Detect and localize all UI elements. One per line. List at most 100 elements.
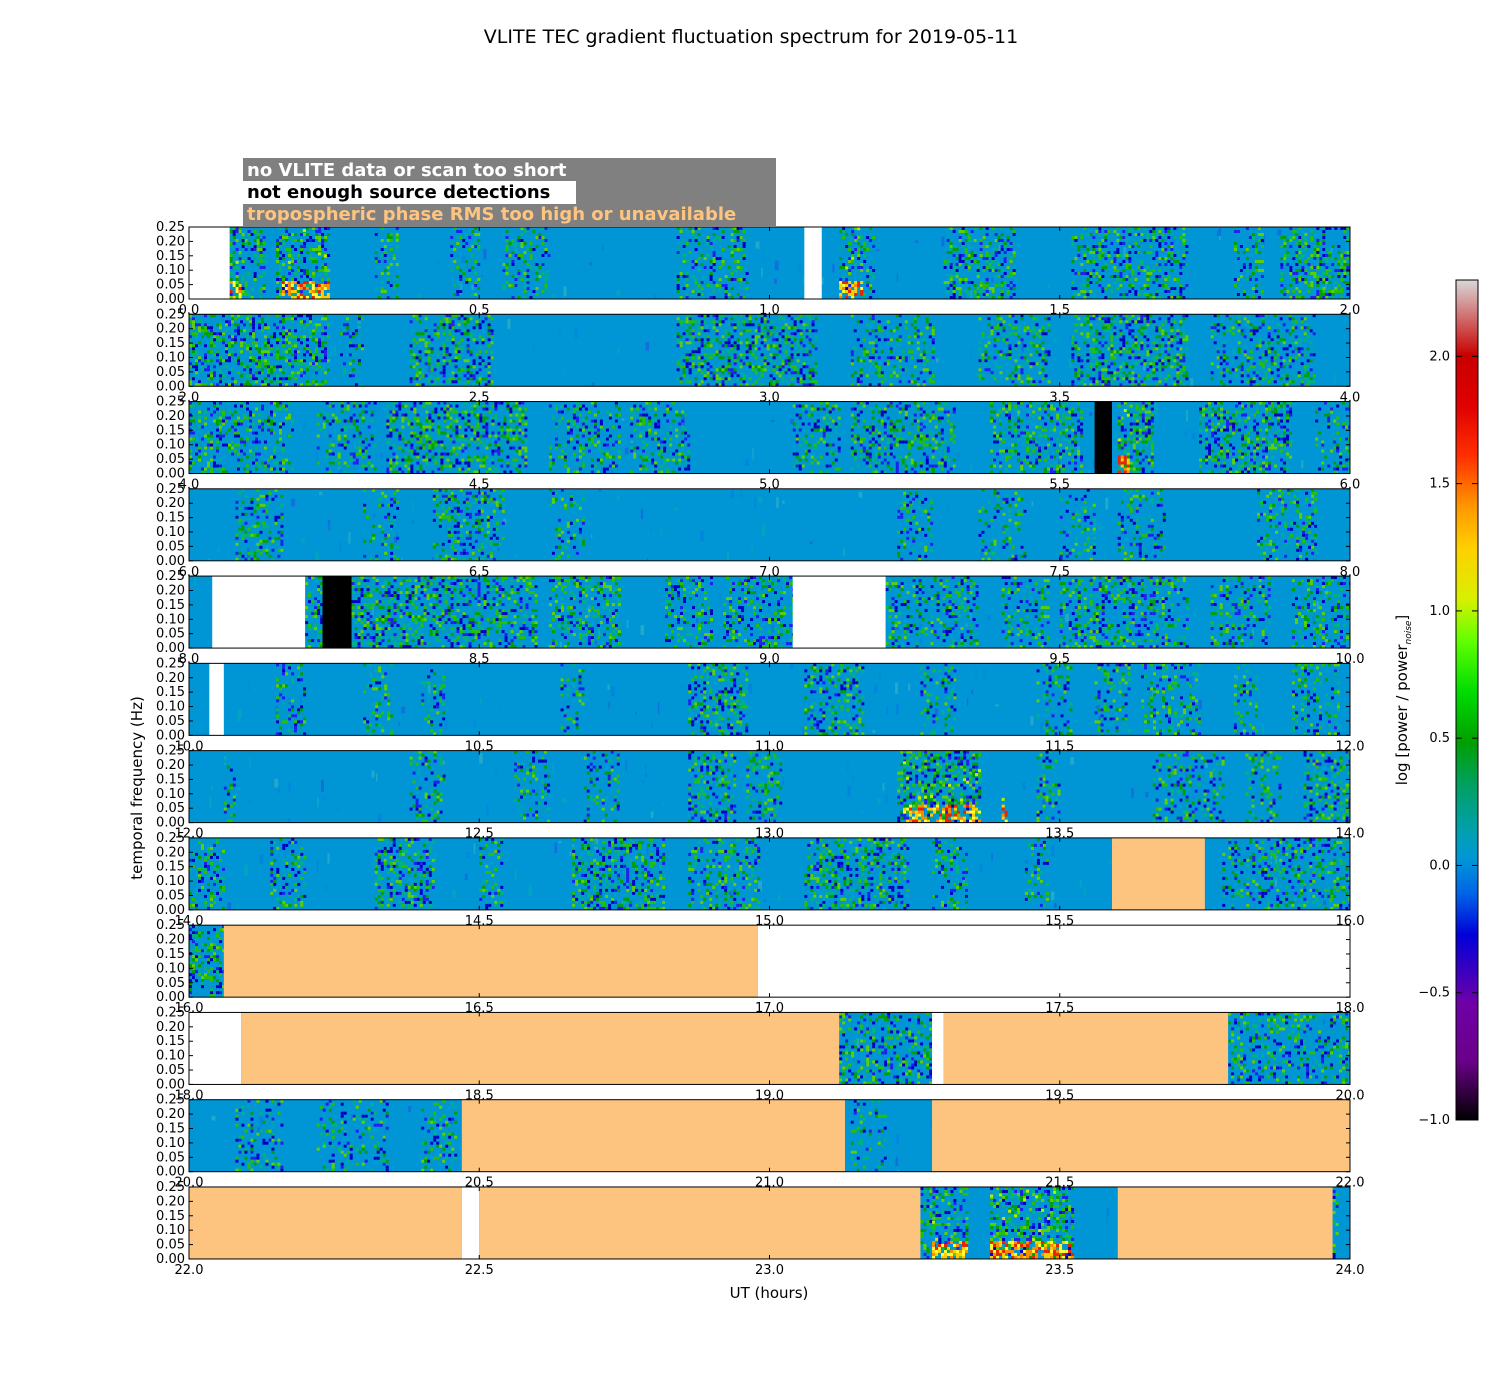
active-scan-6-4 <box>688 750 737 823</box>
y-tick-label: 0.15 <box>156 249 185 264</box>
y-tick-label: 0.10 <box>156 700 185 715</box>
panel-body-4 <box>189 576 1350 649</box>
colorbar-label: log [power / powernoise] <box>1393 615 1414 786</box>
panel-0: 0.000.050.100.150.200.250.0 0.5 1.0 1.5 2.0 <box>156 220 1360 318</box>
x-tick-label: 22.0 <box>175 1263 204 1278</box>
active-scan-3-3 <box>548 488 585 561</box>
active-scan-6-3 <box>583 750 620 823</box>
hot-region-0-0 <box>229 260 242 299</box>
active-scan-3-6 <box>1059 488 1096 561</box>
flag-nodata-9-0 <box>189 1012 242 1085</box>
active-scan-2-9 <box>1199 401 1293 474</box>
active-scan-7-5 <box>688 837 761 910</box>
y-tick-label: 0.00 <box>156 990 185 1005</box>
y-tick-label: 0.00 <box>156 467 185 482</box>
y-tick-label: 0.15 <box>156 1209 185 1224</box>
y-tick-label: 0.05 <box>156 1063 185 1078</box>
colorbar-tick-label: −1.0 <box>1418 1113 1450 1128</box>
active-scan-5-11 <box>1291 663 1340 736</box>
hot-region-11-0 <box>932 1220 969 1259</box>
x-tick-label: 23.5 <box>1045 1263 1074 1278</box>
hot-region-11-1 <box>990 1189 1075 1259</box>
y-tick-label: 0.05 <box>156 627 185 642</box>
flag-nodetect-4-1 <box>322 576 352 649</box>
active-scan-7-4 <box>572 837 666 910</box>
y-tick-label: 0.10 <box>156 525 185 540</box>
active-scan-4-6 <box>1001 576 1050 649</box>
panel-1: 0.000.050.100.150.200.252.0 2.5 3.0 3.5 4.0 <box>156 307 1360 405</box>
active-scan-10-3 <box>850 1099 887 1172</box>
active-scan-10-1 <box>316 1099 389 1172</box>
active-scan-1-4 <box>850 314 935 387</box>
y-tick-label: 0.20 <box>156 933 185 948</box>
active-scan-0-8 <box>1071 227 1189 299</box>
y-tick-label: 0.10 <box>156 350 185 365</box>
panel-background <box>189 488 1350 561</box>
active-scan-5-7 <box>1036 663 1073 736</box>
active-scan-0-2 <box>374 227 399 299</box>
active-scan-3-4 <box>897 488 934 561</box>
colorbar: −1.0 −0.5 0.0 0.5 1.0 1.5 2.0 log [power / pow… <box>1393 279 1479 1128</box>
y-tick-label: 0.15 <box>156 423 185 438</box>
active-scan-0-0 <box>229 227 266 299</box>
active-scan-4-8 <box>1210 576 1271 649</box>
active-scan-1-6 <box>1071 314 1189 387</box>
active-scan-7-9 <box>1222 837 1350 910</box>
active-scan-3-2 <box>432 488 505 561</box>
panel-body-8 <box>189 925 1350 998</box>
y-tick-label: 0.05 <box>156 365 185 380</box>
y-tick-label: 0.20 <box>156 1107 185 1122</box>
flag-nodata-4-2 <box>792 576 886 649</box>
active-scan-7-0 <box>189 837 225 910</box>
y-tick-label: 0.20 <box>156 234 185 249</box>
panel-body-0 <box>189 227 1350 299</box>
y-tick-label: 0.05 <box>156 801 185 816</box>
y-tick-label: 0.10 <box>156 1136 185 1151</box>
active-scan-7-3 <box>479 837 504 910</box>
y-tick-label: 0.00 <box>156 379 185 394</box>
active-scan-11-2 <box>1332 1186 1339 1259</box>
active-scan-1-1 <box>339 314 364 387</box>
active-scan-0-3 <box>450 227 481 296</box>
active-scan-5-5 <box>804 663 865 736</box>
y-tick-label: 0.25 <box>156 1005 185 1020</box>
y-tick-label: 0.10 <box>156 263 185 278</box>
active-scan-5-4 <box>688 663 749 736</box>
active-scan-1-3 <box>676 314 818 387</box>
active-scan-0-7 <box>943 227 1016 299</box>
y-tick-label: 0.05 <box>156 452 185 467</box>
panel-body-1 <box>189 314 1350 387</box>
panel-3: 0.000.050.100.150.200.256.0 6.5 7.0 7.5 8.0 <box>156 482 1360 580</box>
y-axis-label: temporal frequency (Hz) <box>128 696 146 880</box>
colorbar-tick-label: 0.0 <box>1429 858 1450 873</box>
y-tick-label: 0.15 <box>156 511 185 526</box>
y-tick-label: 0.15 <box>156 1034 185 1049</box>
y-tick-label: 0.00 <box>156 1252 185 1267</box>
active-scan-4-1 <box>351 576 538 649</box>
colorbar-label-suffix: ] <box>1393 615 1411 621</box>
y-tick-label: 0.25 <box>156 744 185 759</box>
panel-body-10 <box>189 1099 1350 1172</box>
active-scan-3-8 <box>1257 488 1318 561</box>
y-tick-label: 0.15 <box>156 685 185 700</box>
colorbar-tick-label: 1.0 <box>1429 604 1450 619</box>
active-scan-5-6 <box>920 663 957 736</box>
flag-tropo-11-3 <box>1117 1186 1333 1259</box>
legend-entry-nodata: no VLITE data or scan too short <box>247 160 567 181</box>
active-scan-4-2 <box>548 576 621 649</box>
active-scan-5-9 <box>1141 663 1202 736</box>
chart-title: VLITE TEC gradient fluctuation spectrum … <box>484 26 1018 48</box>
flag-nodata-0-1 <box>804 227 822 299</box>
colorbar-label-prefix: log [power / power <box>1393 644 1411 786</box>
flag-nodetect-2-0 <box>1094 401 1112 474</box>
legend-box: no VLITE data or scan too short not enou… <box>243 158 776 227</box>
y-tick-label: 0.05 <box>156 278 185 293</box>
y-tick-label: 0.00 <box>156 641 185 656</box>
active-scan-5-10 <box>1233 663 1258 736</box>
y-tick-label: 0.05 <box>156 539 185 554</box>
y-tick-label: 0.05 <box>156 714 185 729</box>
active-scan-3-1 <box>363 488 400 561</box>
y-tick-label: 0.25 <box>156 1093 185 1108</box>
